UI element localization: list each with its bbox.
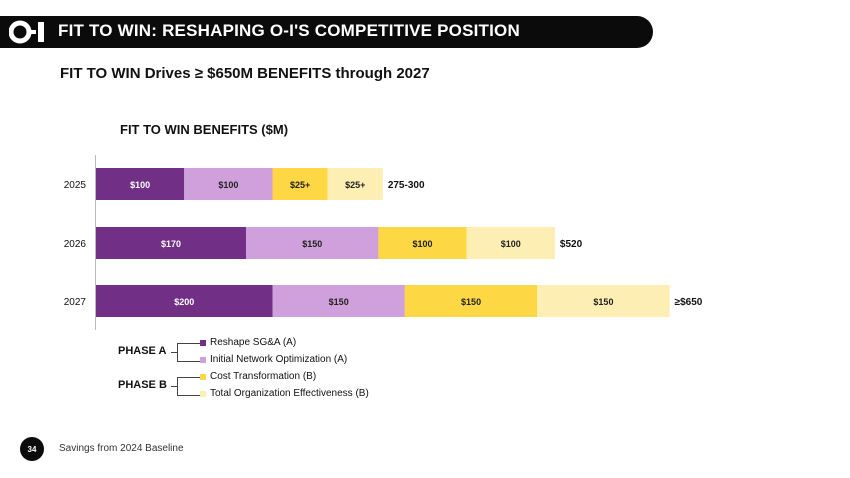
bar-segment-2026-s3: [466, 227, 555, 259]
legend-label: Cost Transformation (B): [210, 371, 317, 382]
data-label-2027-s0: $200: [174, 297, 194, 307]
data-label-2027-s2: $150: [461, 297, 481, 307]
category-label-2027: 2027: [64, 297, 87, 308]
o-i-logo-icon: [9, 20, 44, 44]
data-label-2025-s0: $100: [130, 180, 150, 190]
bar-segment-2027-s3: [537, 285, 670, 317]
legend-swatch: [200, 356, 206, 363]
bar-segment-2027-s1: [272, 285, 405, 317]
bar-segment-2026-s2: [378, 227, 467, 259]
bar-segment-2027-s0: [96, 285, 273, 317]
legend-swatch: [200, 390, 206, 397]
category-label-2025: 2025: [64, 180, 87, 191]
data-label-2026-s1: $150: [302, 239, 322, 249]
data-label-2025-s1: $100: [218, 180, 238, 190]
phase-a-bracket: [177, 343, 200, 362]
phase-b-bracket: [177, 377, 200, 396]
bar-segment-2025-s2: [272, 168, 328, 200]
data-label-2026-s0: $170: [161, 239, 181, 249]
legend-item-reshape-sga: Reshape SG&A (A): [200, 337, 296, 348]
legend-item-cost-transformation: Cost Transformation (B): [200, 371, 316, 382]
legend-item-network-optimization: Initial Network Optimization (A): [200, 354, 347, 365]
chart-legend: PHASE A PHASE B Reshape SG&A (A) Initial…: [118, 336, 418, 406]
page-subtitle: FIT TO WIN Drives ≥ $650M BENEFITS throu…: [60, 65, 430, 82]
phase-a-bracket-stub: [171, 352, 177, 353]
bar-segment-2026-s0: [96, 227, 247, 259]
phase-b-bracket-stub: [171, 386, 177, 387]
page-title: FIT TO WIN: RESHAPING O-I'S COMPETITIVE …: [58, 21, 520, 40]
legend-label: Total Organization Effectiveness (B): [210, 388, 369, 399]
data-label-2026-s3: $100: [501, 239, 521, 249]
bar-segment-2026-s1: [246, 227, 379, 259]
data-label-2026-s2: $100: [413, 239, 433, 249]
total-label-2026: $520: [560, 239, 583, 250]
total-label-2027: ≥$650: [675, 297, 703, 308]
data-label-2027-s3: $150: [593, 297, 613, 307]
legend-label: Initial Network Optimization (A): [210, 354, 348, 365]
title-bar: FIT TO WIN: RESHAPING O-I'S COMPETITIVE …: [0, 16, 653, 48]
legend-swatch: [200, 339, 206, 346]
phase-a-label: PHASE A: [118, 345, 167, 357]
chart-title: FIT TO WIN BENEFITS ($M): [120, 122, 289, 137]
bar-segment-2025-s3: [327, 168, 383, 200]
footnote: Savings from 2024 Baseline: [59, 443, 184, 454]
category-label-2026: 2026: [64, 239, 87, 250]
legend-label: Reshape SG&A (A): [210, 337, 297, 348]
bar-segment-2025-s1: [184, 168, 273, 200]
data-label-2025-s2: $25+: [290, 180, 310, 190]
data-label-2025-s3: $25+: [345, 180, 365, 190]
page-number-badge: 34: [20, 437, 44, 461]
legend-item-org-effectiveness: Total Organization Effectiveness (B): [200, 388, 369, 399]
legend-swatch: [200, 373, 206, 380]
phase-b-label: PHASE B: [118, 379, 167, 391]
data-label-2027-s1: $150: [329, 297, 349, 307]
total-label-2025: 275-300: [388, 180, 425, 191]
bar-segment-2027-s2: [404, 285, 538, 317]
bar-segment-2025-s0: [96, 168, 185, 200]
